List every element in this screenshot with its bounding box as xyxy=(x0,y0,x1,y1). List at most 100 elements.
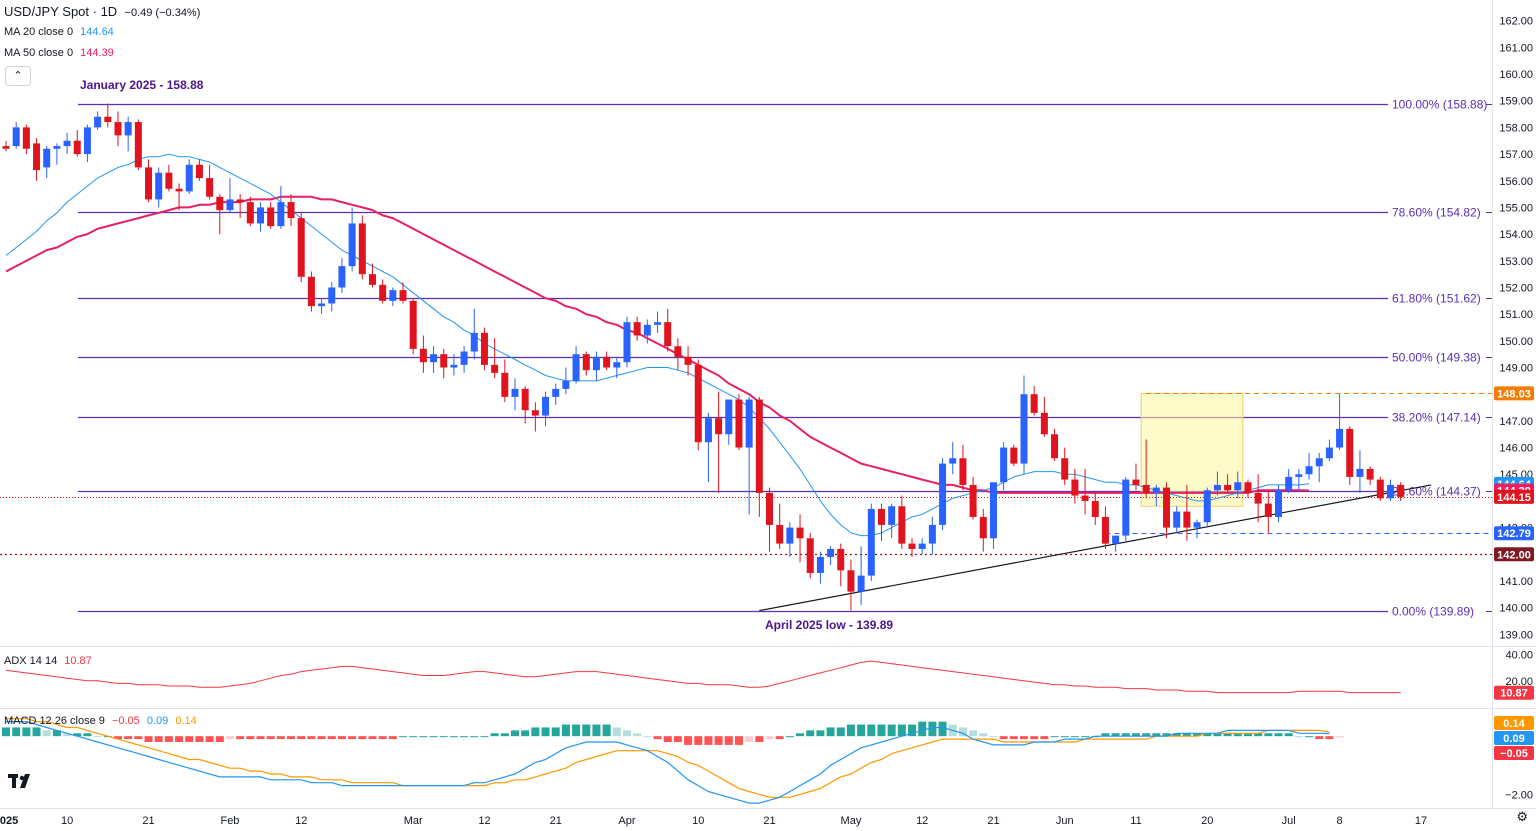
candle[interactable] xyxy=(1275,484,1282,523)
candle[interactable] xyxy=(83,124,91,163)
candle[interactable] xyxy=(684,346,692,376)
candle[interactable] xyxy=(613,356,621,379)
tradingview-logo-icon[interactable] xyxy=(8,770,34,792)
price-axis[interactable]: 162.00 161.00 160.00 159.00 158.00 157.00 156.… xyxy=(1494,16,1534,642)
candle[interactable] xyxy=(1000,442,1008,491)
candle[interactable] xyxy=(480,327,488,371)
candle[interactable] xyxy=(430,346,438,373)
candle[interactable] xyxy=(1122,476,1130,541)
candle[interactable] xyxy=(552,383,560,405)
candle[interactable] xyxy=(664,308,672,352)
candle[interactable] xyxy=(1203,487,1211,528)
candles-layer[interactable] xyxy=(2,103,1405,611)
candle[interactable] xyxy=(1142,439,1150,499)
candle[interactable] xyxy=(674,338,682,371)
candle[interactable] xyxy=(908,538,916,557)
macd-line[interactable] xyxy=(6,720,1330,804)
ma50-legend[interactable]: MA 50 close 0 144.39 xyxy=(4,47,114,59)
candle[interactable] xyxy=(928,516,936,555)
macd-badge[interactable]: 0.14 xyxy=(1494,716,1534,730)
candle[interactable] xyxy=(1040,396,1048,437)
candle[interactable] xyxy=(572,346,580,384)
price-badge[interactable]: 142.00 xyxy=(1494,547,1534,562)
candle[interactable] xyxy=(470,308,478,360)
candle[interactable] xyxy=(206,164,214,200)
candle[interactable] xyxy=(12,122,20,149)
adx-legend[interactable]: ADX 14 14 10.87 xyxy=(4,655,92,667)
candle[interactable] xyxy=(531,402,539,432)
candle[interactable] xyxy=(939,458,947,531)
candle[interactable] xyxy=(1132,463,1140,491)
ma50-line[interactable] xyxy=(5,195,1310,494)
candle[interactable] xyxy=(1346,426,1354,485)
candle[interactable] xyxy=(1030,386,1038,416)
candle[interactable] xyxy=(1397,482,1405,501)
candle[interactable] xyxy=(877,503,885,541)
candle[interactable] xyxy=(1315,452,1323,483)
candle[interactable] xyxy=(704,412,712,483)
candle[interactable] xyxy=(94,111,102,131)
candle[interactable] xyxy=(694,359,702,451)
price-badge[interactable]: 148.03 xyxy=(1494,386,1534,401)
candle[interactable] xyxy=(542,391,550,427)
candle[interactable] xyxy=(1234,471,1242,499)
candle[interactable] xyxy=(1244,479,1252,499)
candle[interactable] xyxy=(257,202,264,232)
ma20-line[interactable] xyxy=(5,153,1310,537)
candle[interactable] xyxy=(979,508,987,552)
adx-line[interactable] xyxy=(5,660,1401,694)
candle[interactable] xyxy=(267,202,275,229)
macd-signal-line[interactable] xyxy=(6,718,1330,798)
candle[interactable] xyxy=(1376,476,1384,501)
candle[interactable] xyxy=(1224,474,1232,493)
candle[interactable] xyxy=(1071,468,1079,504)
candle[interactable] xyxy=(582,351,590,376)
candle[interactable] xyxy=(1152,484,1160,507)
candle[interactable] xyxy=(816,551,824,584)
price-badge[interactable]: 142.79 xyxy=(1494,526,1534,541)
candle[interactable] xyxy=(1264,490,1272,533)
candle[interactable] xyxy=(745,396,753,515)
candle[interactable] xyxy=(246,196,254,227)
candle[interactable] xyxy=(297,212,305,283)
candle[interactable] xyxy=(786,522,794,557)
candle[interactable] xyxy=(959,444,967,491)
candle[interactable] xyxy=(389,287,397,307)
candle[interactable] xyxy=(776,503,784,549)
candle[interactable] xyxy=(165,164,173,192)
candle[interactable] xyxy=(216,194,224,235)
candle[interactable] xyxy=(114,111,122,147)
candle[interactable] xyxy=(1183,484,1191,541)
candle[interactable] xyxy=(715,391,723,493)
candle[interactable] xyxy=(226,178,234,213)
candle[interactable] xyxy=(1254,474,1262,523)
candle[interactable] xyxy=(1163,482,1171,539)
candle[interactable] xyxy=(450,354,458,376)
candle[interactable] xyxy=(379,279,387,304)
candle[interactable] xyxy=(419,335,427,373)
candle[interactable] xyxy=(623,316,631,368)
macd-legend[interactable]: MACD 12 26 close 9 −0.05 0.09 0.14 xyxy=(4,715,197,727)
candle[interactable] xyxy=(867,503,875,581)
gear-icon[interactable]: ⚙ xyxy=(1516,809,1528,824)
candle[interactable] xyxy=(73,130,81,157)
candle[interactable] xyxy=(399,282,407,304)
candle[interactable] xyxy=(358,215,366,280)
candle[interactable] xyxy=(643,319,651,344)
candle[interactable] xyxy=(368,263,376,288)
candle[interactable] xyxy=(654,311,662,333)
macd-badge[interactable]: 0.09 xyxy=(1494,731,1534,745)
price-badge[interactable]: 144.15 xyxy=(1494,489,1534,504)
candle[interactable] xyxy=(1081,468,1089,515)
candle[interactable] xyxy=(766,487,773,552)
candle[interactable] xyxy=(22,124,30,155)
candle[interactable] xyxy=(1356,450,1364,493)
candle[interactable] xyxy=(1010,444,1018,467)
candle[interactable] xyxy=(989,482,997,549)
candle[interactable] xyxy=(287,194,295,227)
candle[interactable] xyxy=(755,396,763,517)
candle[interactable] xyxy=(603,351,611,371)
ascending-trendline[interactable] xyxy=(759,484,1432,612)
